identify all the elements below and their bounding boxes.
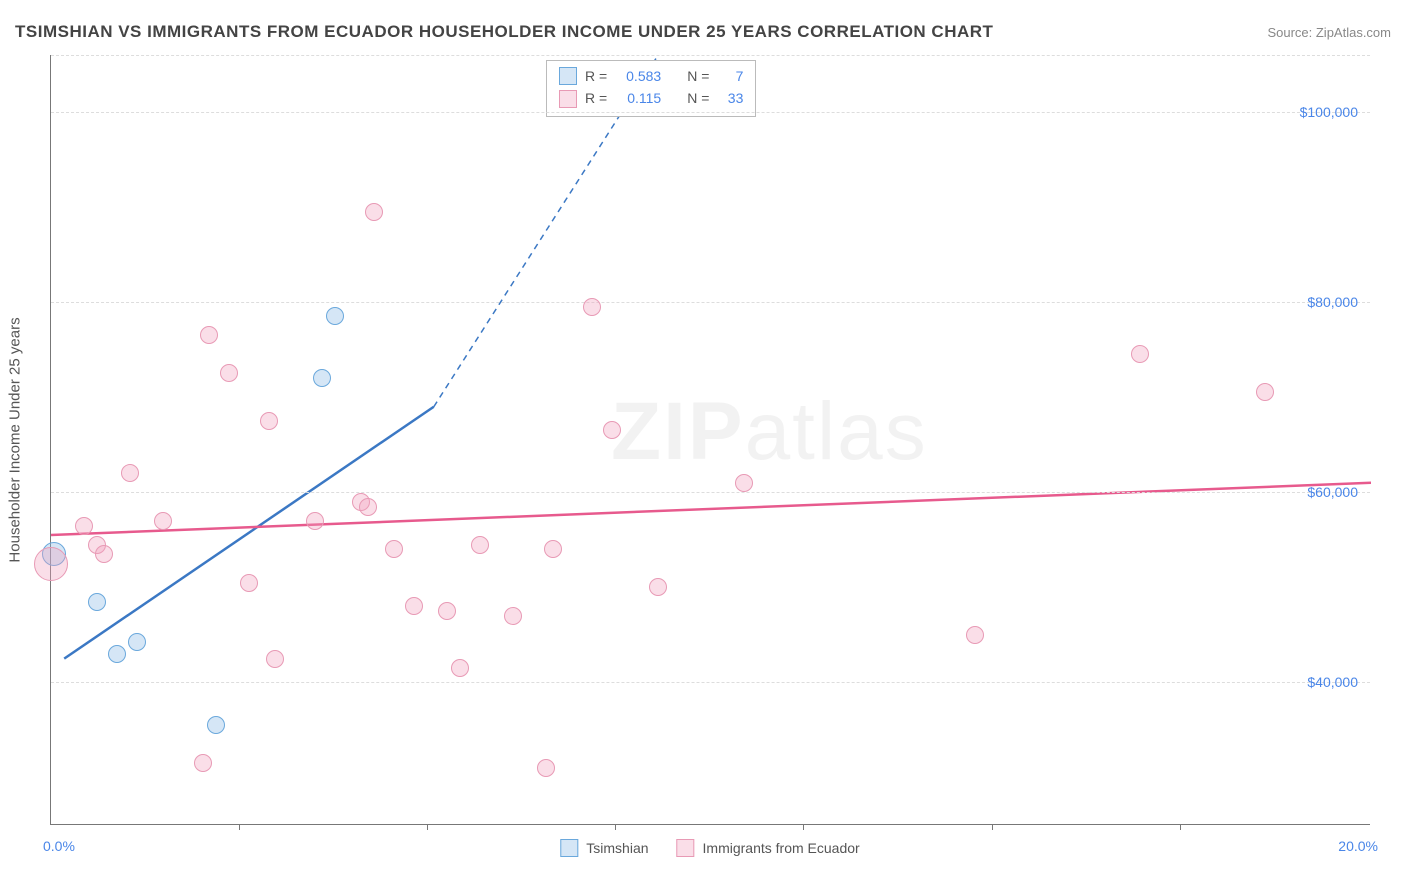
- data-point-ecuador[interactable]: [306, 512, 324, 530]
- data-point-ecuador[interactable]: [537, 759, 555, 777]
- data-point-tsimshian[interactable]: [326, 307, 344, 325]
- data-point-tsimshian[interactable]: [128, 633, 146, 651]
- data-point-tsimshian[interactable]: [88, 593, 106, 611]
- legend-swatch: [559, 67, 577, 85]
- x-axis-min-label: 0.0%: [43, 838, 75, 854]
- data-point-ecuador[interactable]: [34, 547, 68, 581]
- data-point-ecuador[interactable]: [438, 602, 456, 620]
- legend-swatch: [560, 839, 578, 857]
- trend-lines-layer: [51, 55, 1371, 825]
- data-point-tsimshian[interactable]: [313, 369, 331, 387]
- n-label: N =: [687, 87, 709, 109]
- gridline: [51, 302, 1370, 303]
- legend-swatch: [677, 839, 695, 857]
- watermark: ZIPatlas: [611, 385, 928, 479]
- data-point-ecuador[interactable]: [359, 498, 377, 516]
- series-legend: Tsimshian Immigrants from Ecuador: [560, 839, 859, 857]
- data-point-ecuador[interactable]: [603, 421, 621, 439]
- data-point-ecuador[interactable]: [1131, 345, 1149, 363]
- n-value: 7: [717, 65, 743, 87]
- stats-row-ecuador: R = 0.115 N = 33: [559, 87, 743, 109]
- x-tick: [427, 824, 428, 830]
- data-point-ecuador[interactable]: [405, 597, 423, 615]
- y-tick-label: $40,000: [1307, 674, 1358, 690]
- n-value: 33: [717, 87, 743, 109]
- data-point-ecuador[interactable]: [220, 364, 238, 382]
- data-point-ecuador[interactable]: [649, 578, 667, 596]
- r-label: R =: [585, 65, 607, 87]
- gridline: [51, 55, 1370, 56]
- data-point-ecuador[interactable]: [365, 203, 383, 221]
- data-point-ecuador[interactable]: [544, 540, 562, 558]
- legend-label: Immigrants from Ecuador: [703, 840, 860, 856]
- legend-item-ecuador[interactable]: Immigrants from Ecuador: [677, 839, 860, 857]
- source-attribution: Source: ZipAtlas.com: [1267, 25, 1391, 40]
- source-prefix: Source:: [1267, 25, 1315, 40]
- legend-swatch: [559, 90, 577, 108]
- data-point-ecuador[interactable]: [504, 607, 522, 625]
- x-tick: [615, 824, 616, 830]
- data-point-ecuador[interactable]: [266, 650, 284, 668]
- x-axis-max-label: 20.0%: [1338, 838, 1378, 854]
- gridline: [51, 682, 1370, 683]
- data-point-tsimshian[interactable]: [207, 716, 225, 734]
- data-point-ecuador[interactable]: [95, 545, 113, 563]
- r-value: 0.583: [615, 65, 661, 87]
- scatter-plot: ZIPatlas R = 0.583 N = 7 R = 0.115 N = 33 $40,0…: [50, 55, 1370, 825]
- data-point-ecuador[interactable]: [121, 464, 139, 482]
- y-tick-label: $80,000: [1307, 294, 1358, 310]
- r-label: R =: [585, 87, 607, 109]
- x-tick: [239, 824, 240, 830]
- r-value: 0.115: [615, 87, 661, 109]
- x-tick: [1180, 824, 1181, 830]
- data-point-ecuador[interactable]: [1256, 383, 1274, 401]
- n-label: N =: [687, 65, 709, 87]
- y-tick-label: $60,000: [1307, 484, 1358, 500]
- data-point-ecuador[interactable]: [735, 474, 753, 492]
- y-tick-label: $100,000: [1300, 104, 1358, 120]
- data-point-ecuador[interactable]: [194, 754, 212, 772]
- data-point-ecuador[interactable]: [966, 626, 984, 644]
- x-tick: [803, 824, 804, 830]
- data-point-ecuador[interactable]: [260, 412, 278, 430]
- data-point-ecuador[interactable]: [154, 512, 172, 530]
- legend-item-tsimshian[interactable]: Tsimshian: [560, 839, 648, 857]
- gridline: [51, 492, 1370, 493]
- legend-label: Tsimshian: [586, 840, 648, 856]
- correlation-stats-box: R = 0.583 N = 7 R = 0.115 N = 33: [546, 60, 756, 117]
- data-point-ecuador[interactable]: [451, 659, 469, 677]
- gridline: [51, 112, 1370, 113]
- source-link[interactable]: ZipAtlas.com: [1316, 25, 1391, 40]
- chart-title: TSIMSHIAN VS IMMIGRANTS FROM ECUADOR HOU…: [15, 22, 993, 42]
- data-point-ecuador[interactable]: [471, 536, 489, 554]
- data-point-ecuador[interactable]: [200, 326, 218, 344]
- stats-row-tsimshian: R = 0.583 N = 7: [559, 65, 743, 87]
- data-point-ecuador[interactable]: [240, 574, 258, 592]
- chart-area: Householder Income Under 25 years ZIPatl…: [50, 55, 1370, 825]
- data-point-ecuador[interactable]: [75, 517, 93, 535]
- data-point-ecuador[interactable]: [385, 540, 403, 558]
- data-point-ecuador[interactable]: [583, 298, 601, 316]
- data-point-tsimshian[interactable]: [108, 645, 126, 663]
- y-axis-title: Householder Income Under 25 years: [7, 317, 24, 562]
- x-tick: [992, 824, 993, 830]
